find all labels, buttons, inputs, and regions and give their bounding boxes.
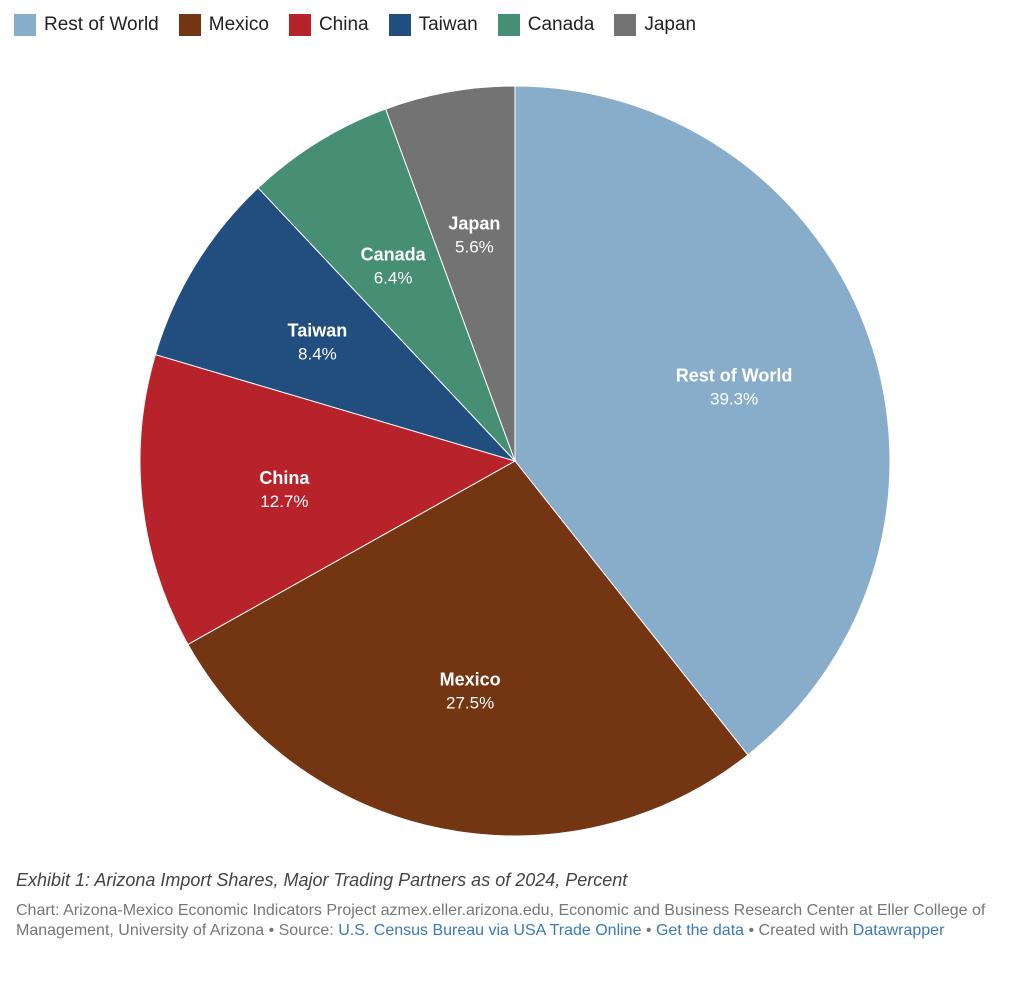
- slice-value-japan: 5.6%: [455, 238, 494, 257]
- separator-text: •: [641, 922, 656, 939]
- legend-swatch-rest-of-world: [14, 14, 36, 36]
- legend-label-mexico: Mexico: [208, 14, 269, 35]
- chart-caption: Exhibit 1: Arizona Import Shares, Major …: [16, 870, 628, 890]
- slice-label-canada: Canada: [361, 245, 427, 265]
- pie-chart: Rest of World 39.3% Mexico 27.5% China 12.7% T…: [139, 85, 891, 837]
- pie-slice-canada: [257, 108, 516, 462]
- slice-label-japan: Japan: [448, 214, 500, 234]
- chart-footer: Exhibit 1: Arizona Import Shares, Major …: [16, 870, 1006, 941]
- legend: Rest of World Mexico China Taiwan Canada Japa…: [14, 10, 696, 40]
- slice-label-mexico: Mexico: [440, 670, 501, 690]
- legend-item-china: China: [288, 14, 369, 36]
- slice-label-rest-of-world: Rest of World: [676, 366, 793, 386]
- slice-value-china: 12.7%: [260, 492, 308, 511]
- credit-text: Chart: Arizona-Mexico Economic Indicator…: [16, 902, 986, 939]
- legend-label-rest-of-world: Rest of World: [44, 14, 159, 35]
- legend-item-canada: Canada: [497, 14, 595, 36]
- pie-slices: [139, 85, 891, 837]
- slice-label-china: China: [259, 468, 310, 488]
- slice-value-taiwan: 8.4%: [298, 344, 337, 363]
- chart-notes: Chart: Arizona-Mexico Economic Indicator…: [16, 901, 1006, 941]
- datawrapper-link[interactable]: Datawrapper: [852, 922, 945, 939]
- pie-slice-taiwan: [154, 187, 517, 463]
- legend-swatch-taiwan: [388, 14, 411, 36]
- legend-label-japan: Japan: [644, 14, 697, 35]
- pie-slice-mexico: [187, 460, 749, 837]
- legend-label-taiwan: Taiwan: [418, 14, 478, 35]
- pie-slice-japan: [384, 85, 516, 462]
- slice-value-mexico: 27.5%: [446, 694, 494, 713]
- legend-swatch-china: [288, 14, 311, 36]
- legend-swatch-mexico: [178, 14, 201, 36]
- legend-swatch-canada: [497, 14, 520, 36]
- legend-item-mexico: Mexico: [178, 14, 269, 36]
- legend-swatch-japan: [614, 14, 637, 36]
- slice-value-canada: 6.4%: [374, 269, 413, 288]
- pie-slice-china: [139, 353, 517, 646]
- pie-slice-rest-of-world: [514, 85, 891, 756]
- pie-labels: Rest of World 39.3% Mexico 27.5% China 12.7% T…: [259, 214, 792, 713]
- legend-label-china: China: [318, 14, 369, 35]
- legend-item-rest-of-world: Rest of World: [14, 14, 159, 36]
- legend-label-canada: Canada: [527, 14, 595, 35]
- get-data-link[interactable]: Get the data: [655, 922, 745, 939]
- slice-label-taiwan: Taiwan: [288, 320, 348, 340]
- created-with-text: • Created with: [744, 922, 853, 939]
- legend-item-taiwan: Taiwan: [388, 14, 478, 36]
- source-link[interactable]: U.S. Census Bureau via USA Trade Online: [338, 922, 642, 939]
- legend-item-japan: Japan: [614, 14, 696, 36]
- slice-value-rest-of-world: 39.3%: [710, 390, 758, 409]
